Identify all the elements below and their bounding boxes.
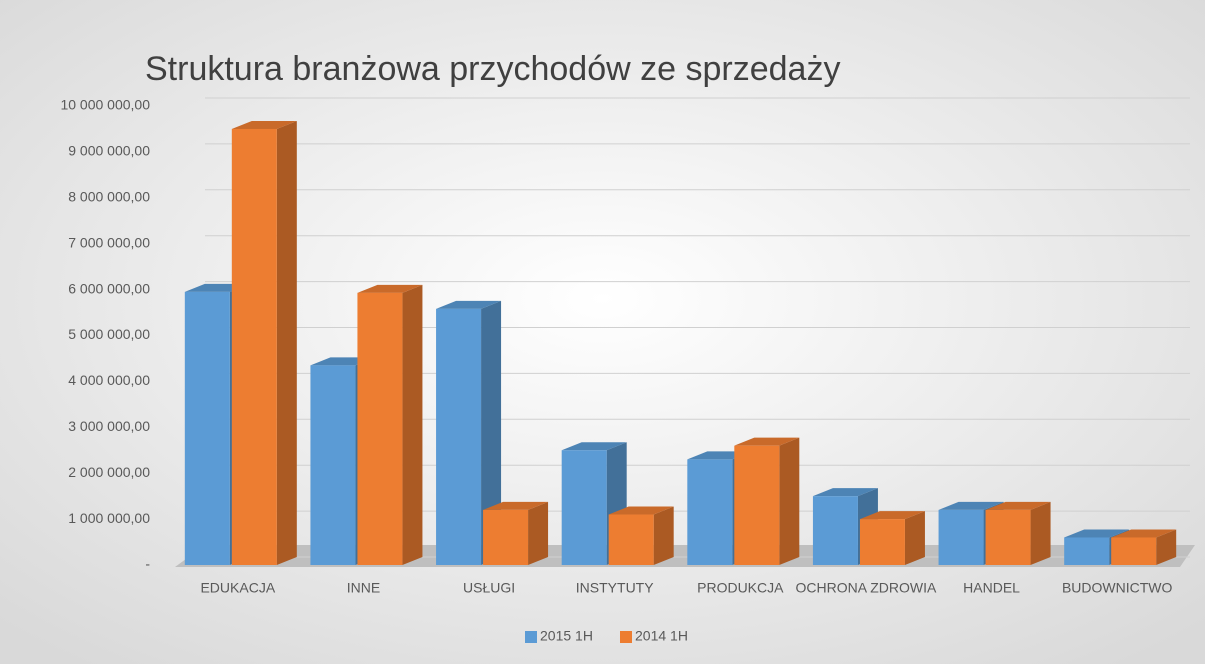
- y-tick-label: 1 000 000,00: [68, 510, 150, 526]
- legend-label: 2015 1H: [540, 628, 593, 644]
- bar: [938, 509, 984, 565]
- y-tick-label: 10 000 000,00: [60, 97, 150, 113]
- bar-top: [357, 284, 423, 293]
- bar: [231, 128, 277, 565]
- bar-side: [1030, 501, 1051, 565]
- legend-swatch: [620, 631, 632, 643]
- bar-top: [231, 120, 297, 129]
- bar: [310, 365, 356, 565]
- bar-side: [402, 284, 423, 565]
- bar-top: [938, 501, 1004, 510]
- x-tick-label: OCHRONA ZDROWIA: [796, 580, 937, 596]
- bar: [859, 519, 905, 565]
- bar-side: [653, 506, 674, 565]
- x-tick-label: INNE: [347, 580, 380, 596]
- bar: [357, 292, 403, 565]
- bar: [734, 445, 780, 565]
- y-tick-label: 2 000 000,00: [68, 464, 150, 480]
- chart-title: Struktura branżowa przychodów ze sprzeda…: [145, 50, 840, 88]
- y-tick-label: -: [145, 556, 150, 572]
- x-tick-label: HANDEL: [963, 580, 1020, 596]
- bar-top: [436, 300, 502, 309]
- y-tick-label: 5 000 000,00: [68, 326, 150, 342]
- bar: [1064, 537, 1110, 565]
- bar: [687, 459, 733, 565]
- x-tick-label: EDUKACJA: [200, 580, 275, 596]
- y-tick-label: 4 000 000,00: [68, 372, 150, 388]
- bar: [608, 514, 654, 565]
- bar-side: [481, 300, 502, 565]
- x-tick-label: INSTYTUTY: [576, 580, 654, 596]
- legend-swatch: [525, 631, 537, 643]
- y-tick-label: 6 000 000,00: [68, 280, 150, 296]
- y-tick-label: 7 000 000,00: [68, 234, 150, 250]
- bar: [812, 496, 858, 565]
- bar-top: [985, 501, 1051, 510]
- bar-side: [276, 120, 297, 565]
- y-tick-label: 8 000 000,00: [68, 189, 150, 205]
- bar-side: [904, 511, 925, 565]
- bar-top: [608, 506, 674, 515]
- bar-top: [561, 442, 627, 451]
- bar: [436, 308, 482, 565]
- bar: [1111, 537, 1157, 565]
- bar: [184, 291, 230, 565]
- bar-top: [1064, 529, 1130, 538]
- bar: [561, 450, 607, 565]
- bar-top: [859, 511, 925, 520]
- bar-top: [1111, 529, 1177, 538]
- bar-top: [734, 437, 800, 446]
- bar-side: [528, 501, 549, 565]
- y-tick-label: 3 000 000,00: [68, 418, 150, 434]
- x-tick-label: USŁUGI: [463, 580, 515, 596]
- y-tick-label: 9 000 000,00: [68, 143, 150, 159]
- legend-label: 2014 1H: [635, 628, 688, 644]
- bar-top: [812, 488, 878, 497]
- bar: [985, 509, 1031, 565]
- bar-top: [483, 501, 549, 510]
- bar-side: [1156, 529, 1177, 565]
- x-tick-label: BUDOWNICTWO: [1062, 580, 1173, 596]
- x-tick-label: PRODUKCJA: [697, 580, 784, 596]
- bar: [483, 509, 529, 565]
- bar-side: [779, 437, 800, 565]
